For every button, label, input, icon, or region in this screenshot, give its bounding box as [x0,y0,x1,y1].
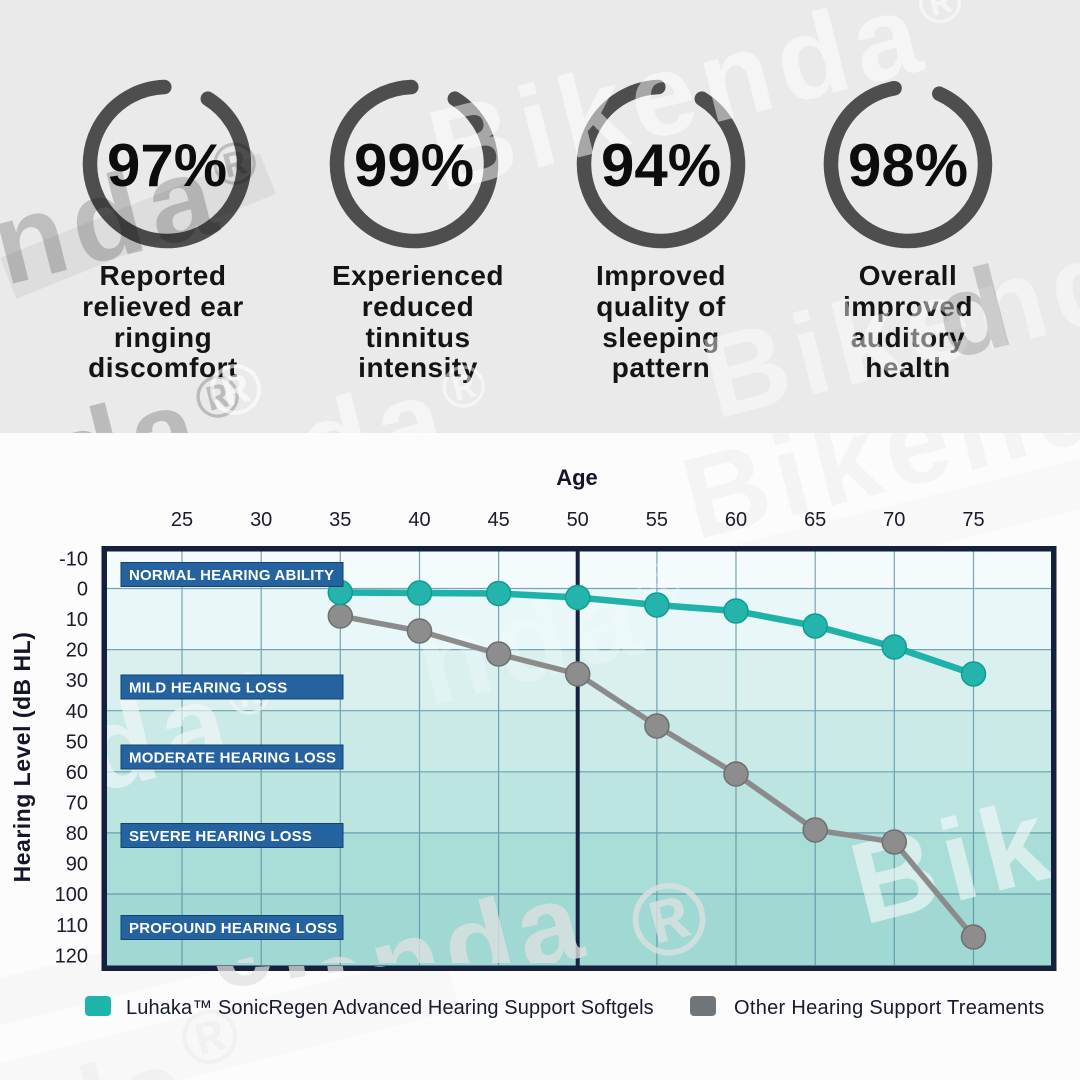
svg-text:50: 50 [567,509,589,531]
svg-text:65: 65 [804,509,826,531]
svg-text:100: 100 [55,884,88,906]
svg-text:40: 40 [66,701,88,723]
svg-text:25: 25 [171,509,193,531]
svg-text:75: 75 [962,509,984,531]
svg-text:35: 35 [329,509,351,531]
svg-text:SEVERE HEARING LOSS: SEVERE HEARING LOSS [129,828,312,845]
svg-text:90: 90 [66,854,88,876]
svg-text:10: 10 [66,609,88,631]
svg-text:80: 80 [66,823,88,845]
svg-text:Other Hearing Support Treament: Other Hearing Support Treaments [734,997,1045,1019]
svg-text:60: 60 [66,762,88,784]
svg-text:45: 45 [487,509,509,531]
svg-text:50: 50 [66,731,88,753]
svg-text:70: 70 [66,793,88,815]
svg-text:-10: -10 [59,549,88,571]
svg-text:Age: Age [556,465,598,490]
svg-text:PROFOUND HEARING LOSS: PROFOUND HEARING LOSS [129,920,337,937]
svg-text:70: 70 [883,509,905,531]
svg-text:20: 20 [66,640,88,662]
svg-text:55: 55 [646,509,668,531]
svg-text:NORMAL HEARING ABILITY: NORMAL HEARING ABILITY [129,567,334,584]
svg-text:MILD HEARING LOSS: MILD HEARING LOSS [129,680,287,697]
svg-text:30: 30 [250,509,272,531]
svg-text:MODERATE HEARING LOSS: MODERATE HEARING LOSS [129,750,336,767]
svg-text:Luhaka™ SonicRegen Advanced He: Luhaka™ SonicRegen Advanced Hearing Supp… [126,997,654,1019]
svg-text:0: 0 [77,579,88,601]
svg-text:60: 60 [725,509,747,531]
svg-text:Hearing Level (dB HL): Hearing Level (dB HL) [9,632,35,883]
svg-text:120: 120 [55,945,88,967]
svg-text:110: 110 [56,915,88,937]
svg-text:40: 40 [408,509,430,531]
svg-text:30: 30 [66,670,88,692]
